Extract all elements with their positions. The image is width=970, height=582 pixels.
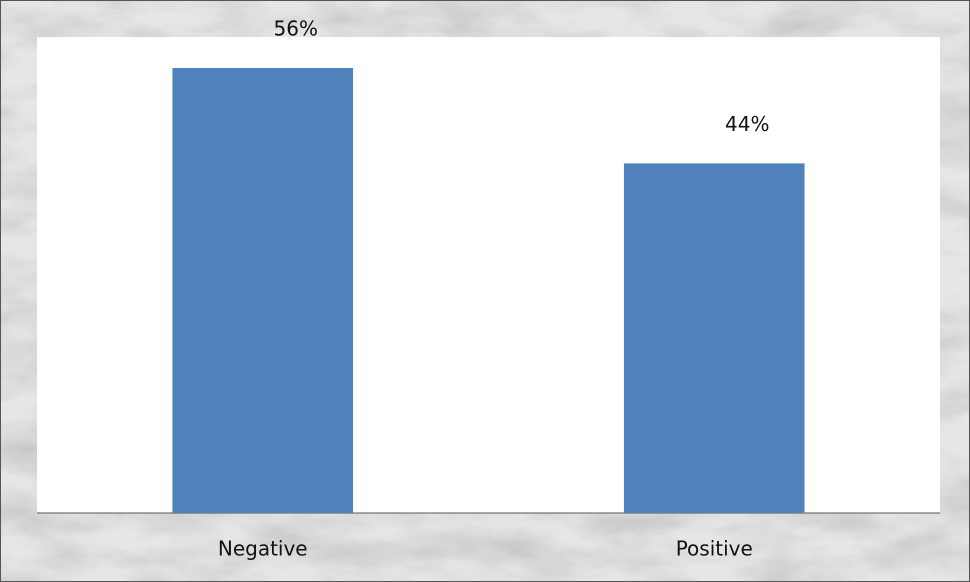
x-tick-label: Negative [218,537,308,561]
x-tick-label: Positive [676,537,753,561]
data-label: 44% [725,112,769,136]
bar [172,68,354,514]
data-label: 56% [274,17,318,41]
bar [623,163,805,513]
